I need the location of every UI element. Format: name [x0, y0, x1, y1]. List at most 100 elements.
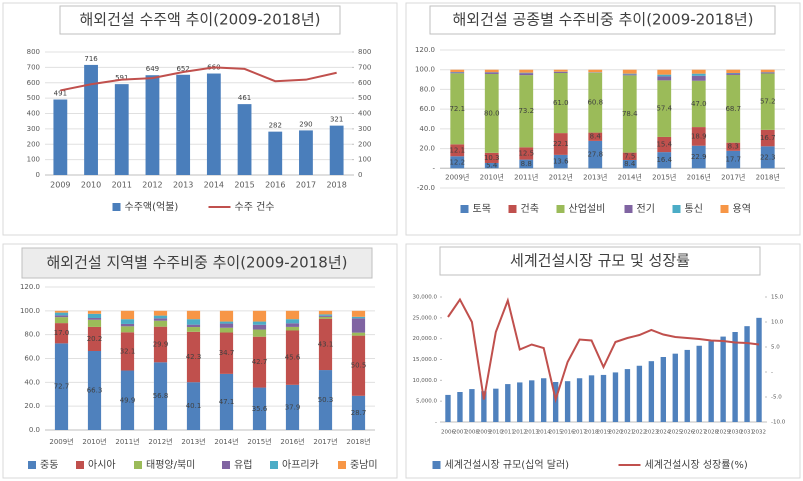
data-label: 72.1	[449, 105, 465, 113]
legend-label: 수주 건수	[235, 201, 275, 213]
y2-tick-label: 0	[358, 171, 362, 179]
data-label: 12.1	[449, 146, 465, 154]
legend-label: 수주액(억불)	[125, 201, 179, 213]
bar-segment	[726, 150, 741, 169]
data-label: 35.6	[252, 405, 268, 413]
x-tick-label: 2028	[704, 430, 718, 436]
data-label: 8.4	[590, 133, 602, 141]
x-tick-label: 2010년	[480, 172, 504, 181]
bar-segment	[519, 69, 534, 73]
y2-tick-label: 100	[358, 156, 371, 164]
chart-title: 해외건설 지역별 수주비중 추이(2009-2018년)	[47, 254, 348, 272]
bar	[660, 357, 667, 422]
legend-label: 건축	[521, 203, 539, 215]
legend-label: 용역	[733, 203, 751, 215]
bar	[505, 384, 511, 422]
bar-segment	[219, 332, 234, 374]
data-label: 8.8	[521, 160, 532, 168]
title-box	[429, 5, 776, 35]
y-tick-label: 10,000.0	[413, 378, 438, 384]
bar-segment	[622, 73, 637, 75]
x-tick-label: 2019	[597, 430, 611, 436]
data-label: 15.4	[656, 141, 672, 149]
y-tick-label: 0	[36, 171, 40, 179]
bar-segment	[252, 321, 267, 325]
data-label: 32.1	[120, 347, 136, 355]
x-tick-label: 2012년	[148, 437, 172, 446]
bar	[457, 392, 463, 422]
x-tick-label: 2017년	[313, 437, 337, 446]
data-label: 56.8	[153, 392, 169, 400]
y-tick-label: 80.0	[24, 331, 40, 339]
data-label: 282	[269, 122, 282, 130]
x-tick-label: 2017	[296, 181, 316, 190]
bar-segment	[657, 69, 672, 75]
y-tick-label: 30,000.0	[413, 295, 438, 301]
bar-segment	[54, 317, 69, 324]
x-tick-label: 2014년	[618, 172, 642, 181]
bar-segment	[760, 72, 775, 74]
bar	[329, 125, 344, 175]
legend-label: 산업설비	[569, 202, 606, 215]
data-label: 461	[238, 94, 251, 102]
bar-segment	[622, 74, 637, 76]
bar-segment	[318, 318, 333, 371]
bar-segment	[351, 395, 366, 430]
data-label: 22.9	[691, 153, 707, 161]
bar	[588, 375, 595, 422]
x-tick-label: 2009년	[445, 172, 469, 181]
bar	[176, 74, 191, 175]
bar	[445, 394, 451, 422]
y-tick-label: 60.0	[419, 105, 435, 113]
bar	[529, 380, 535, 422]
legend-marker	[222, 461, 230, 469]
data-label: 28.7	[351, 409, 367, 417]
legend-marker	[672, 205, 681, 213]
data-label: 12.2	[449, 158, 465, 166]
bar-segment	[219, 321, 234, 324]
bar-segment	[54, 310, 69, 313]
y2-tick-label: 300	[358, 125, 371, 133]
x-tick-label: 2018년	[756, 172, 780, 181]
bar-segment	[588, 132, 603, 141]
data-label: 60.8	[587, 99, 603, 107]
legend-marker	[338, 461, 346, 469]
bar-segment	[726, 142, 741, 151]
title-box	[21, 247, 373, 279]
bar	[720, 336, 726, 422]
x-tick-label: 2017	[573, 430, 587, 436]
bar-segment	[318, 370, 333, 430]
x-tick-label: 2008	[465, 430, 479, 436]
y-tick-label: 40.0	[24, 378, 40, 386]
x-tick-label: 2013년	[583, 172, 607, 181]
y2-tick-label: 500	[358, 94, 371, 102]
data-label: 321	[330, 116, 343, 124]
chart-title: 해외건설 공종별 수주비중 추이(2009-2018년)	[453, 11, 754, 29]
bar-segment	[622, 75, 637, 153]
bar-segment	[351, 332, 366, 336]
x-tick-label: 2016년	[280, 437, 304, 446]
data-label: 12.5	[518, 149, 534, 157]
legend-label: 아시아	[88, 459, 116, 471]
data-label: 66.3	[87, 386, 103, 394]
y-tick-label: 80.0	[419, 85, 435, 93]
bar-segment	[484, 69, 499, 73]
y-tick-label: 120.0	[20, 283, 40, 291]
bar-segment	[691, 145, 706, 169]
x-tick-label: 2011년	[115, 437, 139, 446]
bar-segment	[120, 370, 135, 430]
x-tick-label: 2014	[204, 181, 224, 190]
data-label: 68.7	[725, 105, 741, 113]
legend-marker	[624, 205, 633, 213]
bar-segment	[318, 310, 333, 315]
bar-segment	[285, 384, 300, 430]
bar-segment	[120, 310, 135, 320]
legend-label: 중동	[40, 459, 58, 471]
x-tick-label: 2013	[525, 430, 539, 436]
bar-segment	[657, 136, 672, 153]
data-label: 73.2	[518, 107, 534, 115]
data-label: 8.3	[728, 143, 739, 151]
x-tick-label: 2010년	[82, 437, 106, 446]
bar-segment	[622, 69, 637, 74]
data-label: 72.7	[54, 383, 70, 391]
